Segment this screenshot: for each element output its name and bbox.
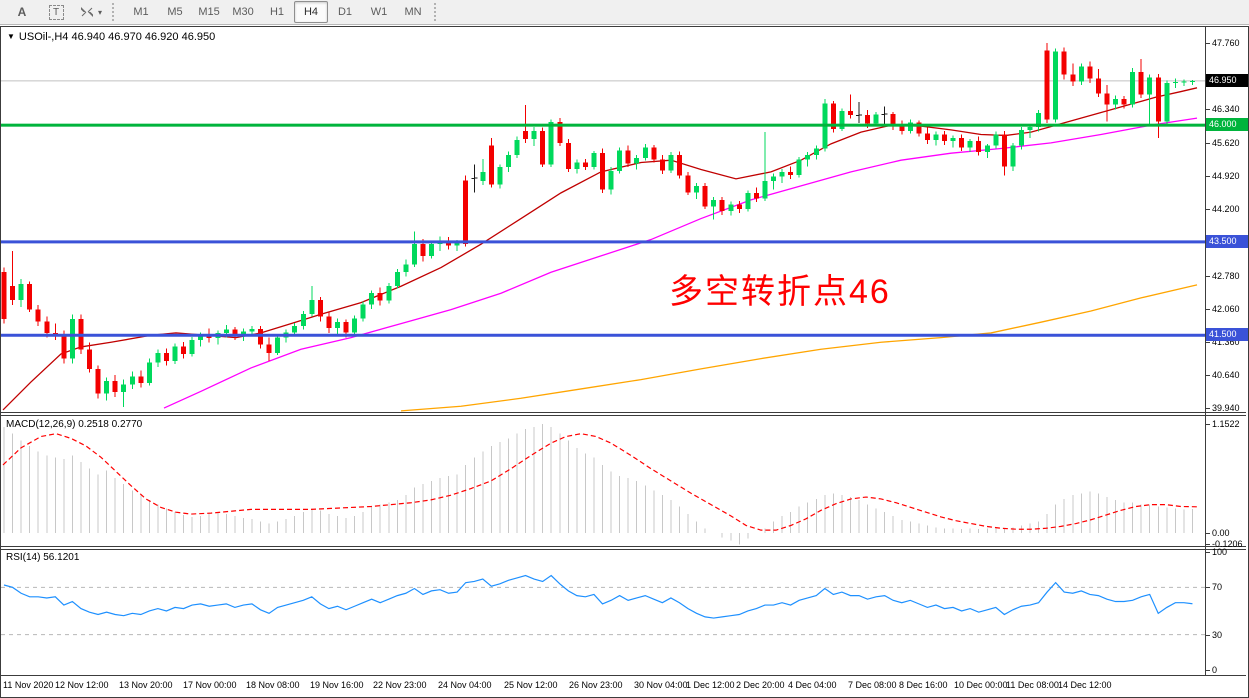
toolbar-separator bbox=[434, 3, 439, 21]
timeframe-button-D1[interactable]: D1 bbox=[337, 6, 353, 18]
timeframe-button-M15[interactable]: M15 bbox=[198, 6, 220, 18]
price-axis-tick bbox=[1206, 309, 1210, 311]
price-badge-level: 46.000 bbox=[1206, 118, 1248, 132]
time-axis-label: 10 Dec 00:00 bbox=[954, 680, 1008, 690]
timeframe-button-M5[interactable]: M5 bbox=[167, 6, 183, 18]
chart-annotation-text[interactable]: 多空转折点46 bbox=[669, 273, 891, 311]
price-tick-label: 45.620 bbox=[1212, 137, 1240, 148]
time-axis-label: 17 Nov 00:00 bbox=[183, 680, 237, 690]
price-tick-label: 42.780 bbox=[1212, 270, 1240, 281]
price-axis-tick bbox=[1206, 175, 1210, 177]
time-axis-label: 8 Dec 16:00 bbox=[899, 680, 948, 690]
time-axis-label: 25 Nov 12:00 bbox=[504, 680, 558, 690]
price-axis-line bbox=[1205, 27, 1206, 675]
time-axis-label: 26 Nov 23:00 bbox=[569, 680, 623, 690]
timeframe-button-M1[interactable]: M1 bbox=[133, 6, 149, 18]
price-tick-label: 44.200 bbox=[1212, 204, 1240, 215]
price-badge-bid: 46.950 bbox=[1206, 73, 1248, 87]
rsi-tick-label: 30 bbox=[1212, 629, 1223, 640]
price-axis-tick bbox=[1206, 142, 1210, 144]
text-box-icon: T bbox=[48, 4, 64, 20]
rsi-tick-label: 70 bbox=[1212, 582, 1223, 593]
symbol-dropdown-icon: ▼ bbox=[7, 32, 15, 41]
main-price-chart[interactable] bbox=[1, 27, 1205, 413]
time-axis-label: 19 Nov 16:00 bbox=[310, 680, 364, 690]
time-axis-label: 22 Nov 23:00 bbox=[373, 680, 427, 690]
price-axis-tick bbox=[1206, 109, 1210, 111]
objects-tool-button[interactable]: ▾ bbox=[73, 1, 108, 23]
panel-separator[interactable] bbox=[1, 546, 1246, 550]
rsi-axis-tick bbox=[1206, 634, 1210, 636]
time-axis-label: 14 Dec 12:00 bbox=[1058, 680, 1112, 690]
macd-tick-label: 0.00 bbox=[1212, 528, 1230, 538]
price-axis-tick bbox=[1206, 275, 1210, 277]
time-axis-label: 30 Nov 04:00 bbox=[634, 680, 688, 690]
time-axis-label: 12 Nov 12:00 bbox=[55, 680, 109, 690]
timeframe-button-group: M1 M5 M15 M30 H1 H4 D1 W1 MN bbox=[124, 1, 430, 23]
timeframe-button-H4[interactable]: H4 bbox=[294, 1, 329, 23]
chevron-down-icon: ▾ bbox=[98, 7, 103, 17]
price-tick-label: 47.760 bbox=[1212, 38, 1240, 48]
price-axis-tick bbox=[1206, 375, 1210, 377]
macd-label: MACD(12,26,9) 0.2518 0.2770 bbox=[6, 419, 143, 430]
rsi-axis-tick bbox=[1206, 551, 1210, 553]
macd-axis-tick bbox=[1206, 424, 1210, 425]
macd-tick-label: 1.1522 bbox=[1212, 419, 1240, 429]
price-tick-label: 41.360 bbox=[1212, 336, 1240, 347]
macd-histogram bbox=[3, 424, 1193, 545]
price-badge-level: 41.500 bbox=[1206, 328, 1248, 342]
time-axis-label: 2 Dec 20:00 bbox=[736, 680, 785, 690]
time-axis-label: 13 Nov 20:00 bbox=[119, 680, 173, 690]
rsi-indicator-panel[interactable] bbox=[1, 550, 1205, 674]
time-axis-label: 11 Dec 08:00 bbox=[1006, 680, 1059, 690]
time-axis-label: 1 Dec 12:00 bbox=[686, 680, 735, 690]
rsi-axis-tick bbox=[1206, 670, 1210, 671]
price-tick-label: 46.340 bbox=[1212, 104, 1240, 115]
time-axis-label: 11 Nov 2020 bbox=[3, 680, 54, 690]
price-axis-tick bbox=[1206, 209, 1210, 211]
timeframe-button-W1[interactable]: W1 bbox=[370, 6, 388, 18]
rsi-tick-label: 100 bbox=[1212, 546, 1228, 557]
price-tick-label: 42.060 bbox=[1212, 304, 1240, 315]
macd-indicator-panel[interactable] bbox=[1, 417, 1205, 546]
chart-window: ▼ USOil-,H4 46.940 46.970 46.920 46.950 多… bbox=[0, 26, 1249, 698]
toolbar: A T ▾ M1 M5 M15 M30 H1 H4 D1 W1 MN bbox=[0, 0, 1249, 25]
price-tick-label: 44.920 bbox=[1212, 170, 1240, 181]
price-axis-tick bbox=[1206, 43, 1210, 44]
panel-separator[interactable] bbox=[1, 412, 1246, 416]
time-axis-label: 18 Nov 08:00 bbox=[246, 680, 300, 690]
text-label-tool-button[interactable]: T bbox=[39, 1, 73, 23]
font-tool-button[interactable]: A bbox=[17, 5, 27, 19]
macd-axis-tick bbox=[1206, 544, 1210, 546]
timeframe-button-M30[interactable]: M30 bbox=[232, 6, 254, 18]
price-tick-label: 40.640 bbox=[1212, 370, 1240, 381]
rsi-tick-label: 0 bbox=[1212, 665, 1218, 675]
timeframe-button-H1[interactable]: H1 bbox=[269, 6, 285, 18]
time-axis-label: 24 Nov 04:00 bbox=[438, 680, 492, 690]
price-axis-tick bbox=[1206, 341, 1210, 343]
price-badge-level: 43.500 bbox=[1206, 234, 1248, 248]
time-axis-label: 4 Dec 04:00 bbox=[788, 680, 837, 690]
rsi-axis-tick bbox=[1206, 587, 1210, 589]
rsi-label: RSI(14) 56.1201 bbox=[6, 552, 80, 563]
price-tick-label: 39.940 bbox=[1212, 403, 1240, 414]
symbol-ohlc-label[interactable]: ▼ USOil-,H4 46.940 46.970 46.920 46.950 bbox=[7, 31, 216, 43]
macd-tick-label: -0.1206 bbox=[1212, 539, 1243, 550]
time-axis-label: 7 Dec 08:00 bbox=[848, 680, 897, 690]
timeframe-button-MN[interactable]: MN bbox=[404, 6, 422, 18]
cursor-arrows-icon bbox=[81, 7, 93, 17]
price-axis-tick bbox=[1206, 408, 1210, 410]
toolbar-separator bbox=[112, 3, 117, 21]
time-axis[interactable]: 11 Nov 2020 12 Nov 12:00 13 Nov 20:00 17 No… bbox=[1, 675, 1246, 696]
macd-axis-tick bbox=[1206, 533, 1210, 534]
